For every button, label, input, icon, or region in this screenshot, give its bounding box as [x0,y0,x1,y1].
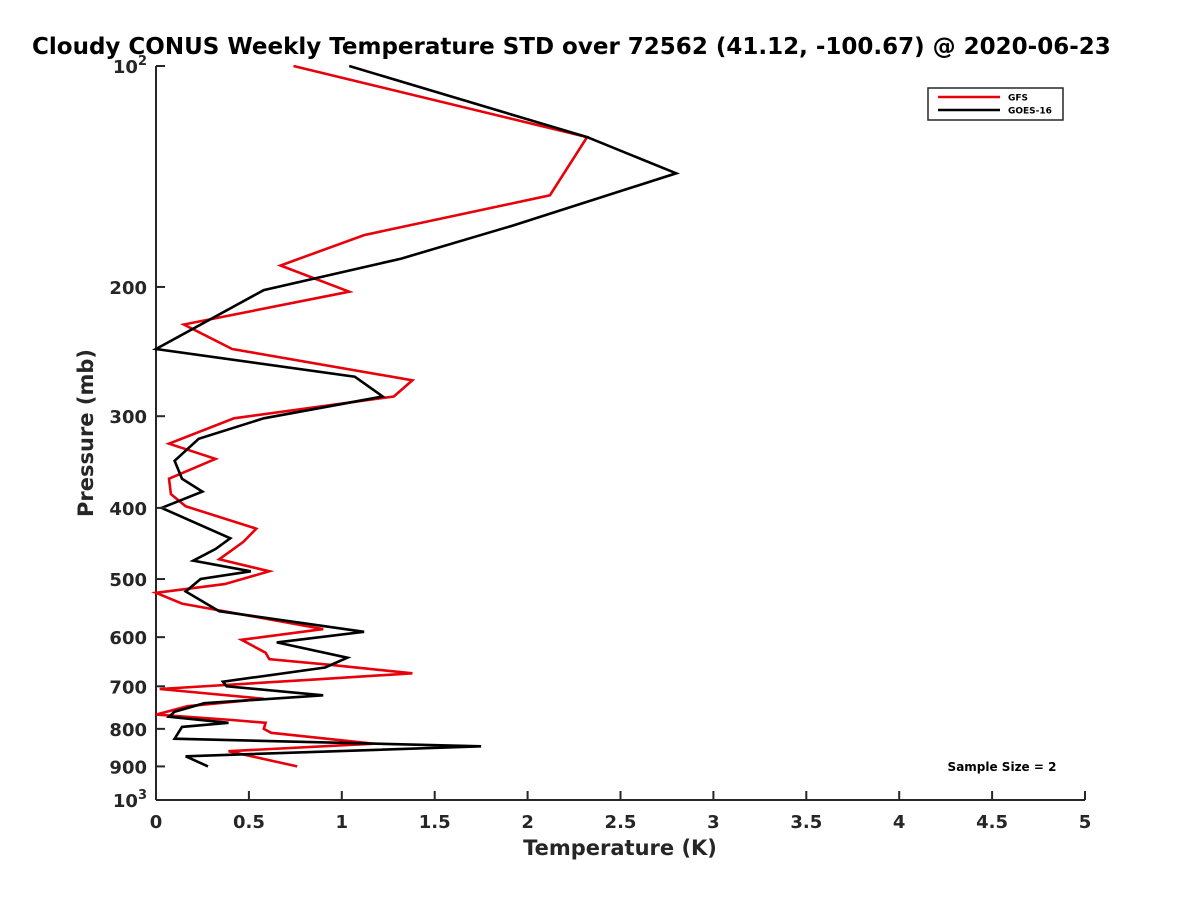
series-line-gfs [150,64,590,768]
y-tick-label: 400 [109,499,147,520]
x-tick-label: 2 [521,812,534,833]
x-axis-ticks: 0 0.5 1 1.5 2 2.5 3 3.5 4 4.5 5 [150,791,1092,833]
x-tick-label: 3 [707,812,720,833]
y-tick-label: 900 [109,757,147,778]
x-tick-label: 0.5 [233,812,265,833]
legend-box [927,87,1064,121]
x-axis-label: Temperature (K) [523,836,717,860]
legend-label: GOES-16 [1008,107,1052,117]
y-tick-label: 500 [109,570,147,591]
x-tick-label: 0 [150,812,163,833]
y-tick-label: 800 [109,720,147,741]
y-tick-label: 200 [109,278,147,299]
legend-label: GFS [1008,94,1028,104]
series-line-goes-16 [151,64,681,768]
y-tick-label: 700 [109,677,147,698]
y-tick-label: 300 [109,407,147,428]
x-tick-label: 5 [1079,812,1092,833]
legend: GFS GOES-16 [927,87,1064,121]
x-tick-label: 2.5 [605,812,637,833]
y-axis-ticks: 102 200 300 400 500 600 700 800 900 103 [109,54,165,812]
x-tick-label: 4 [893,812,906,833]
y-tick-label: 102 [113,54,147,78]
x-tick-label: 1.5 [419,812,451,833]
series-layer [150,64,681,768]
x-tick-label: 1 [336,812,349,833]
sample-size-annotation: Sample Size = 2 [948,760,1057,774]
chart-title: Cloudy CONUS Weekly Temperature STD over… [32,34,1111,60]
x-tick-label: 4.5 [976,812,1008,833]
plot-axes [155,66,1085,801]
y-tick-label: 600 [109,628,147,649]
y-tick-label: 103 [113,788,147,812]
y-axis-label: Pressure (mb) [74,349,98,517]
x-tick-label: 3.5 [790,812,822,833]
